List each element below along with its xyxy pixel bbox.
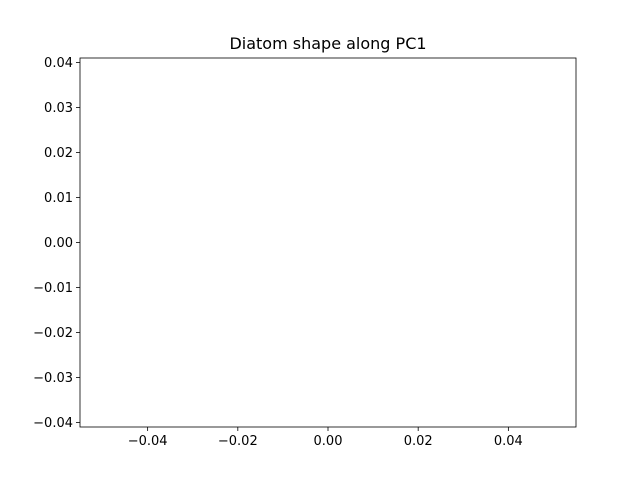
- y-axis: 0.04 0.03 0.02 0.01 0.00 −0.01 −0.02 −0.03 −0.04: [33, 56, 80, 431]
- y-tick-label: −0.04: [33, 416, 73, 431]
- x-tick-label: 0.04: [494, 434, 523, 449]
- y-tick-label: 0.00: [44, 236, 73, 251]
- x-tick-label: −0.04: [128, 434, 168, 449]
- y-tick-label: −0.03: [33, 371, 73, 386]
- y-tick-label: 0.03: [44, 101, 73, 116]
- y-tick-label: 0.01: [44, 191, 73, 206]
- y-tick-label: −0.02: [33, 326, 73, 341]
- y-tick-label: 0.04: [44, 56, 73, 71]
- y-tick-label: 0.02: [44, 146, 73, 161]
- x-tick-label: 0.02: [404, 434, 433, 449]
- x-axis: −0.04 −0.02 0.00 0.02 0.04: [128, 427, 523, 449]
- chart-title: Diatom shape along PC1: [229, 34, 426, 53]
- y-tick-label: −0.01: [33, 281, 73, 296]
- x-tick-label: 0.00: [314, 434, 343, 449]
- x-tick-label: −0.02: [218, 434, 258, 449]
